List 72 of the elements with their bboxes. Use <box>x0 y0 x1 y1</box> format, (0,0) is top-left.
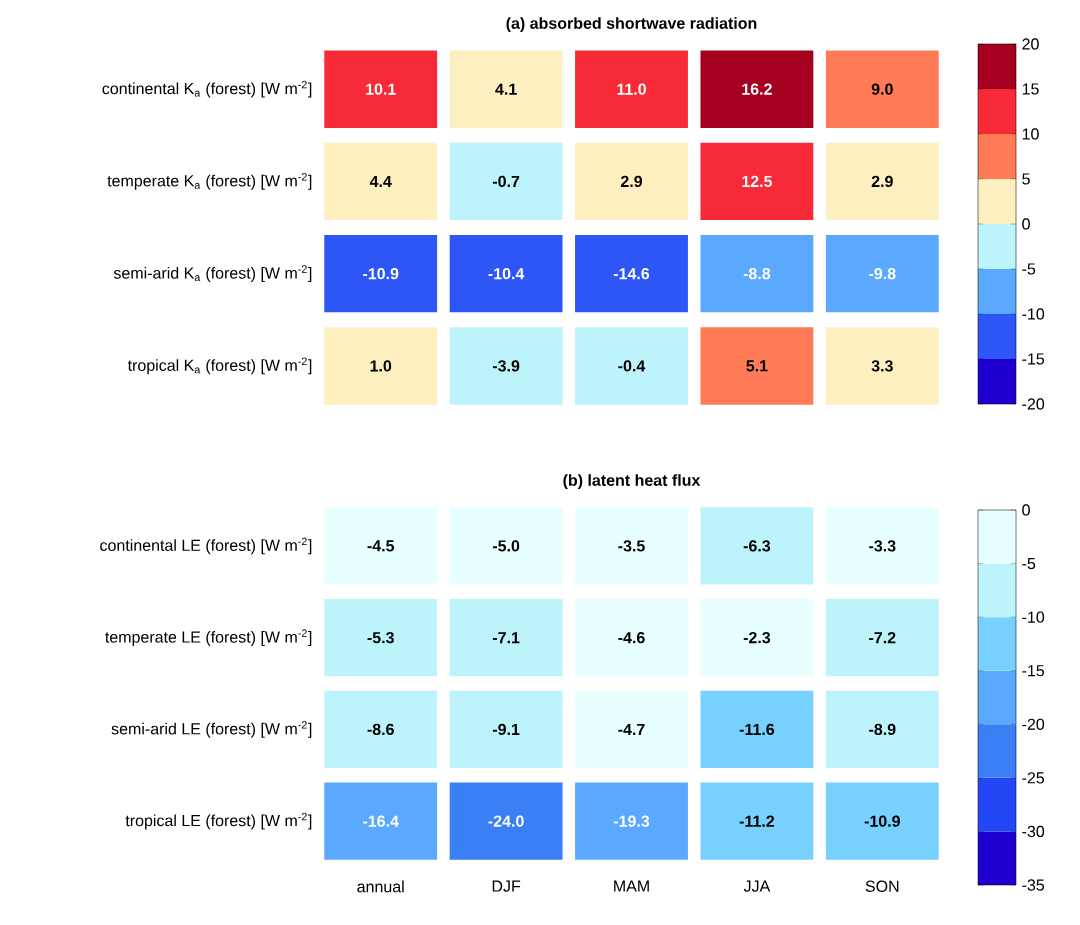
color-bar-label: -10 <box>1022 611 1045 623</box>
data-label: -5.0 <box>492 540 520 552</box>
data-label: -3.5 <box>618 540 645 552</box>
y-tick-label: tropical LE (forest) [W m$^{-2}$] <box>125 812 312 830</box>
data-label: -8.9 <box>869 723 896 736</box>
x-tick-label: DJF <box>492 880 521 892</box>
y-tick-label: temperate LE (forest) [W m$^{-2}$] <box>105 629 312 646</box>
data-label: -9.1 <box>492 723 520 736</box>
data-label: -7.1 <box>492 632 520 644</box>
x-tick-label: MAM <box>614 880 649 892</box>
data-label: -19.3 <box>613 815 650 827</box>
data-label: 10.1 <box>366 83 396 95</box>
y-tick-label: continental K$_{a}$ (forest) [W m$^{-2}$] <box>102 80 312 98</box>
color-bar-label: 15 <box>1022 83 1039 95</box>
color-bar-label: -15 <box>1022 353 1045 365</box>
color-bar-label: -20 <box>1022 398 1045 410</box>
y-tick-label: temperate K$_{a}$ (forest) [W m$^{-2}$] <box>107 173 312 190</box>
data-label: -10.4 <box>488 267 525 280</box>
x-tick-label: annual <box>357 880 404 893</box>
data-label: -2.3 <box>743 631 771 644</box>
data-label: -24.0 <box>488 815 524 827</box>
data-label: -10.9 <box>864 815 900 827</box>
data-label: -3.9 <box>492 360 520 372</box>
data-label: -4.6 <box>618 631 645 644</box>
color-bar-label: -10 <box>1022 308 1045 320</box>
x-tick-label: JJA <box>743 880 771 892</box>
y-tick-label: tropical K$_{a}$ (forest) [W m$^{-2}$] <box>127 357 312 375</box>
x-tick-label: SON <box>865 880 899 892</box>
data-label: 11.0 <box>617 83 646 95</box>
chart-title: (a) absorbed shortwave radiation <box>506 17 757 33</box>
color-bar-label: -35 <box>1022 879 1045 891</box>
data-label: -6.3 <box>743 540 771 552</box>
data-label: 4.1 <box>495 83 517 95</box>
data-label: -4.7 <box>618 723 645 735</box>
data-label: 4.4 <box>369 175 392 187</box>
data-label: -10.9 <box>363 267 399 280</box>
color-bar-label: -25 <box>1022 772 1045 784</box>
data-label: 12.5 <box>742 175 773 188</box>
y-tick-label: semi-arid K$_{a}$ (forest) [W m$^{-2}$] <box>113 265 312 282</box>
data-label: -11.6 <box>739 723 775 736</box>
data-label: -8.8 <box>743 267 771 280</box>
y-tick-label: semi-arid LE (forest) [W m$^{-2}$] <box>111 721 312 738</box>
data-label: 5.1 <box>746 360 768 372</box>
data-label: -5.3 <box>367 631 394 644</box>
color-bar-label: -15 <box>1022 665 1045 677</box>
data-label: -7.2 <box>869 632 896 644</box>
color-bar-label: 5 <box>1022 173 1030 185</box>
data-label: 2.9 <box>871 175 893 188</box>
data-label: -4.5 <box>367 540 395 552</box>
data-label: 9.0 <box>871 83 893 95</box>
data-label: 3.3 <box>871 360 893 372</box>
data-label: 16.2 <box>742 83 772 95</box>
y-tick-label: continental LE (forest) [W m$^{-2}$] <box>100 537 312 555</box>
data-label: -14.6 <box>613 267 650 280</box>
color-bar-label: 0 <box>1022 218 1030 230</box>
data-label: -0.7 <box>492 175 520 188</box>
data-label: -9.8 <box>869 267 896 280</box>
color-bar-label: -5 <box>1022 558 1036 570</box>
data-label: -11.2 <box>739 815 775 827</box>
data-label: -3.3 <box>869 540 896 552</box>
data-label: 2.9 <box>620 175 643 188</box>
color-bar-label: 10 <box>1022 128 1039 140</box>
color-bar-label: 0 <box>1022 504 1030 516</box>
color-bar-label: -5 <box>1022 263 1036 275</box>
chart-title: (b) latent heat flux <box>563 474 701 490</box>
color-bar-label: -30 <box>1022 825 1045 838</box>
data-label: 1.0 <box>370 360 392 372</box>
data-label: -0.4 <box>618 360 646 372</box>
color-bar-label: 20 <box>1022 38 1039 50</box>
data-label: -8.6 <box>367 723 394 736</box>
data-label: -16.4 <box>363 815 399 827</box>
color-bar-label: -20 <box>1022 718 1045 730</box>
